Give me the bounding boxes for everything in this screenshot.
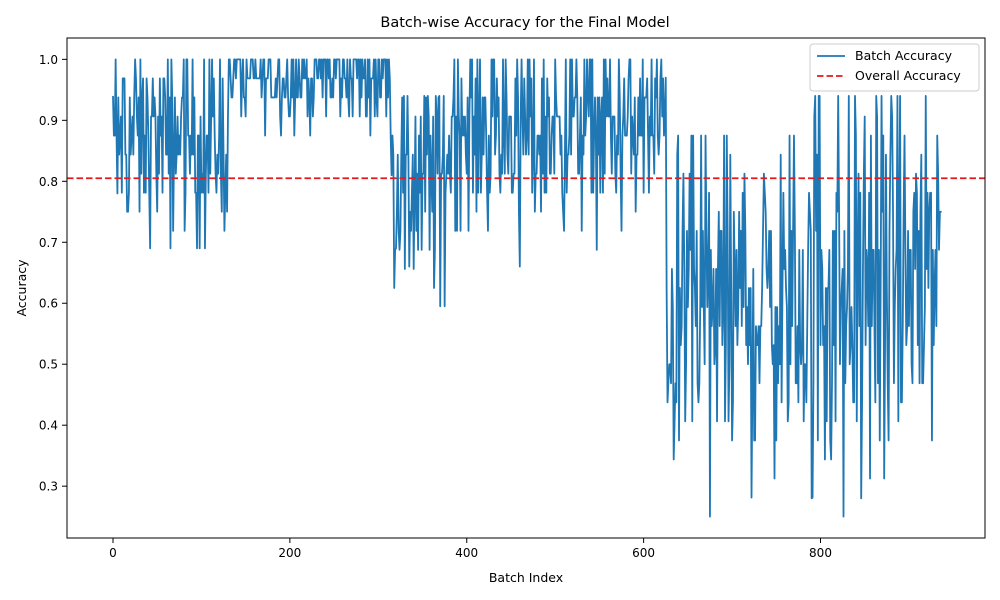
y-tick-label: 1.0 (39, 53, 58, 67)
y-axis: 0.3 0.4 0.5 0.6 0.7 0.8 0.9 1.0 (39, 53, 67, 494)
x-tick-label: 200 (278, 546, 301, 560)
x-axis: 0 200 400 600 800 (109, 538, 832, 560)
y-tick-label: 0.3 (39, 480, 58, 494)
x-tick-label: 400 (455, 546, 478, 560)
x-tick-label: 600 (632, 546, 655, 560)
x-tick-label: 800 (809, 546, 832, 560)
legend: Batch Accuracy Overall Accuracy (809, 43, 980, 92)
y-tick-label: 0.6 (39, 297, 58, 311)
y-axis-label: Accuracy (14, 259, 29, 317)
plot-frame (66, 37, 986, 539)
legend-label-batch-accuracy: Batch Accuracy (855, 48, 953, 63)
y-tick-label: 0.7 (39, 236, 58, 250)
x-tick-label: 0 (109, 546, 117, 560)
chart-title: Batch-wise Accuracy for the Final Model (380, 15, 669, 31)
y-tick-label: 0.4 (39, 419, 58, 433)
y-tick-label: 0.8 (39, 175, 58, 189)
legend-box (809, 43, 980, 92)
series-line-batch-accuracy (112, 58, 942, 518)
y-tick-label: 0.5 (39, 358, 58, 372)
x-axis-label: Batch Index (489, 570, 563, 585)
legend-label-overall-accuracy: Overall Accuracy (855, 68, 961, 83)
y-tick-label: 0.9 (39, 114, 58, 128)
series-layer (112, 58, 942, 518)
plot-area (66, 37, 986, 539)
